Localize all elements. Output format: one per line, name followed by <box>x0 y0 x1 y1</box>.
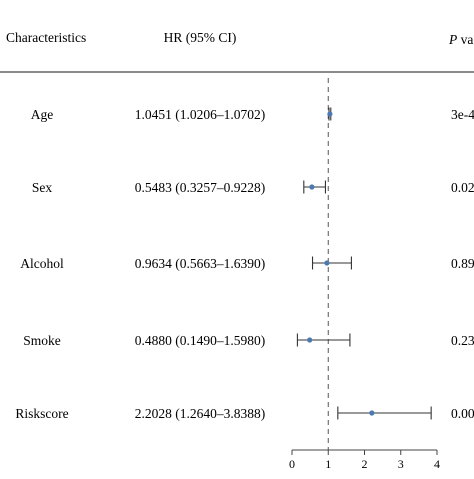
x-axis: 0 1 2 3 4 <box>289 449 440 471</box>
row-name: Riskscore <box>15 406 68 421</box>
row-name: Alcohol <box>20 256 64 271</box>
hr-point <box>369 410 375 416</box>
row-p-value: 0.23 <box>451 333 474 348</box>
row-name: Smoke <box>23 333 61 348</box>
x-tick-label: 0 <box>289 457 295 471</box>
x-tick-label: 4 <box>434 457 440 471</box>
rows-group: Age 1.0451 (1.0206–1.0702) 3e-4 Sex 0.5483 (… <box>15 107 474 421</box>
row-hr-ci: 0.5483 (0.3257–0.9228) <box>135 180 266 195</box>
header-p-value: P va <box>448 32 473 47</box>
forest-row: Age 1.0451 (1.0206–1.0702) 3e-4 <box>31 107 474 122</box>
row-name: Age <box>31 107 54 122</box>
hr-point <box>327 111 333 117</box>
row-hr-ci: 0.9634 (0.5663–1.6390) <box>135 256 266 271</box>
header-characteristics: Characteristics <box>6 30 86 45</box>
row-p-value: 0.00 <box>451 406 474 421</box>
row-name: Sex <box>32 180 53 195</box>
row-p-value: 0.89 <box>451 256 474 271</box>
header-hr-ci: HR (95% CI) <box>164 30 237 45</box>
hr-point <box>309 184 315 190</box>
row-hr-ci: 2.2028 (1.2640–3.8388) <box>135 406 266 421</box>
row-p-value: 3e-4 <box>451 107 474 122</box>
header-p-rest: va <box>457 32 473 47</box>
x-tick-label: 2 <box>362 457 368 471</box>
x-tick-label: 3 <box>398 457 404 471</box>
row-hr-ci: 0.4880 (0.1490–1.5980) <box>135 333 266 348</box>
row-hr-ci: 1.0451 (1.0206–1.0702) <box>135 107 266 122</box>
hr-point <box>324 260 330 266</box>
forest-row: Sex 0.5483 (0.3257–0.9228) 0.02 <box>32 180 474 195</box>
row-p-value: 0.02 <box>451 180 474 195</box>
forest-row: Alcohol 0.9634 (0.5663–1.6390) 0.89 <box>20 256 474 271</box>
forest-row: Riskscore 2.2028 (1.2640–3.8388) 0.00 <box>15 406 474 421</box>
header-p-italic: P <box>448 32 457 47</box>
hr-point <box>307 337 313 343</box>
forest-row: Smoke 0.4880 (0.1490–1.5980) 0.23 <box>23 333 474 348</box>
x-tick-label: 1 <box>325 457 331 471</box>
